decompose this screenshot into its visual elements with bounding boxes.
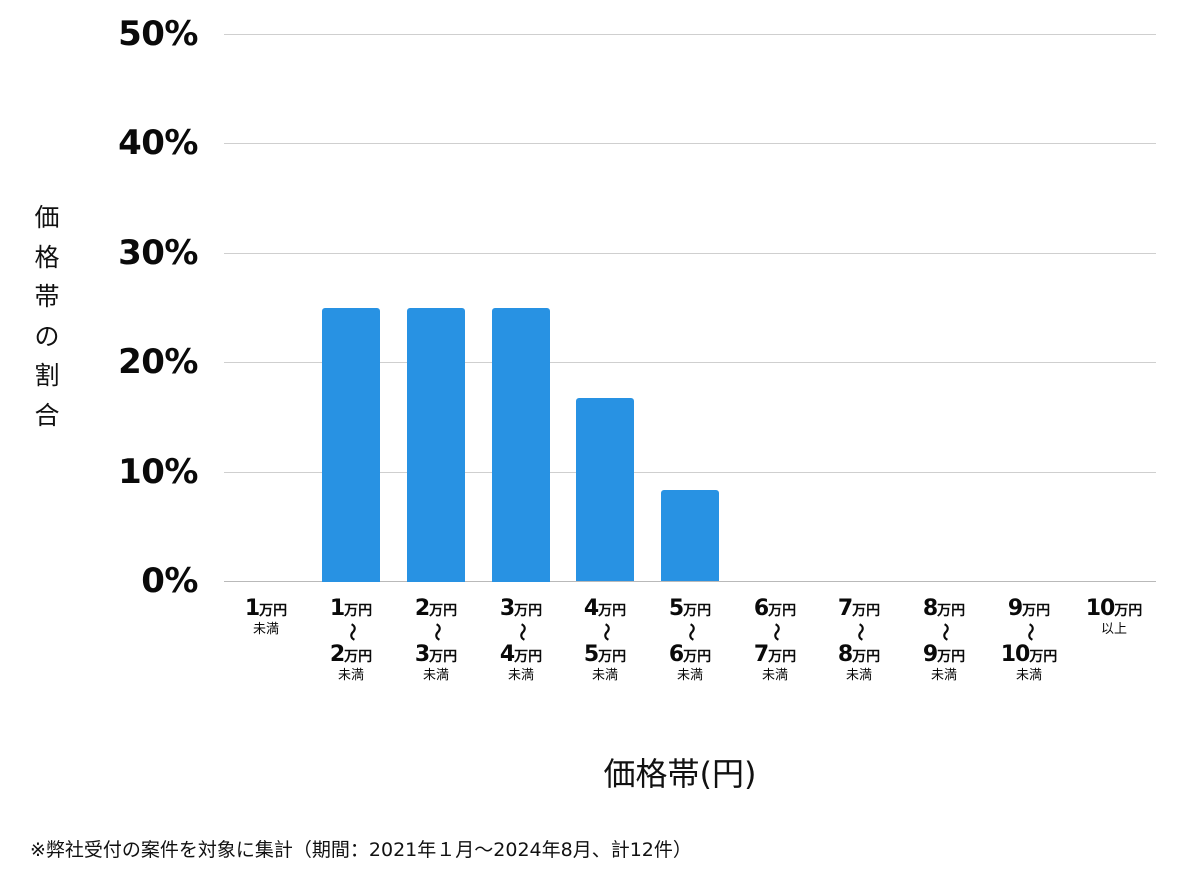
x-axis-baseline <box>224 581 1156 582</box>
y-tick-label: 0% <box>141 561 198 601</box>
x-tick-label: 4万円〜 5万円 未満 <box>563 596 647 684</box>
x-tick-label: 7万円〜 8万円 未満 <box>817 596 901 684</box>
bar <box>407 308 465 582</box>
y-tick-label: 40% <box>118 123 198 163</box>
range-tilde: 〜 <box>595 623 616 641</box>
bar <box>322 308 380 582</box>
x-tick-label: 1万円〜 2万円 未満 <box>309 596 393 684</box>
x-axis-title: 価格帯(円) <box>603 755 757 793</box>
y-axis-title-char: 価 <box>34 203 60 232</box>
x-tick-label: 3万円〜 4万円 未満 <box>479 596 563 684</box>
y-axis-title-char: 帯 <box>34 282 60 311</box>
bar <box>661 490 719 581</box>
bar <box>492 308 550 582</box>
gridline <box>224 253 1156 254</box>
y-tick-label: 10% <box>118 452 198 492</box>
y-axis-title-char: 格 <box>34 242 60 272</box>
footnote: ※弊社受付の案件を対象に集計（期間：2021年１月〜2024年8月、計12件） <box>30 839 692 861</box>
y-axis-title-char: 割 <box>34 361 60 390</box>
x-tick-label: 5万円〜 6万円 未満 <box>648 596 732 684</box>
range-tilde: 〜 <box>849 623 870 641</box>
y-tick-label: 50% <box>118 14 198 54</box>
y-tick-label: 20% <box>118 342 198 382</box>
bar <box>576 398 634 581</box>
gridline <box>224 472 1156 473</box>
x-tick-label: 10万円 以上 <box>1085 596 1143 637</box>
x-tick-label: 8万円〜 9万円 未満 <box>902 596 986 684</box>
y-axis-title-char: の <box>34 321 60 351</box>
range-tilde: 〜 <box>680 623 701 641</box>
gridline <box>224 362 1156 363</box>
x-tick-label: 6万円〜 7万円 未満 <box>733 596 817 684</box>
gridline <box>224 143 1156 144</box>
x-tick-label: 9万円〜 10万円 未満 <box>987 596 1071 684</box>
x-tick-label: 1万円 未満 <box>244 596 288 637</box>
range-tilde: 〜 <box>934 623 955 641</box>
y-tick-label: 30% <box>118 233 198 273</box>
range-tilde: 〜 <box>341 623 362 641</box>
gridline <box>224 34 1156 35</box>
range-tilde: 〜 <box>765 623 786 641</box>
y-axis-title-char: 合 <box>34 400 60 430</box>
range-tilde: 〜 <box>1019 623 1040 641</box>
range-tilde: 〜 <box>426 623 447 641</box>
y-axis-title: 価格帯の割合 <box>30 198 64 435</box>
x-tick-label: 2万円〜 3万円 未満 <box>394 596 478 684</box>
range-tilde: 〜 <box>511 623 532 641</box>
